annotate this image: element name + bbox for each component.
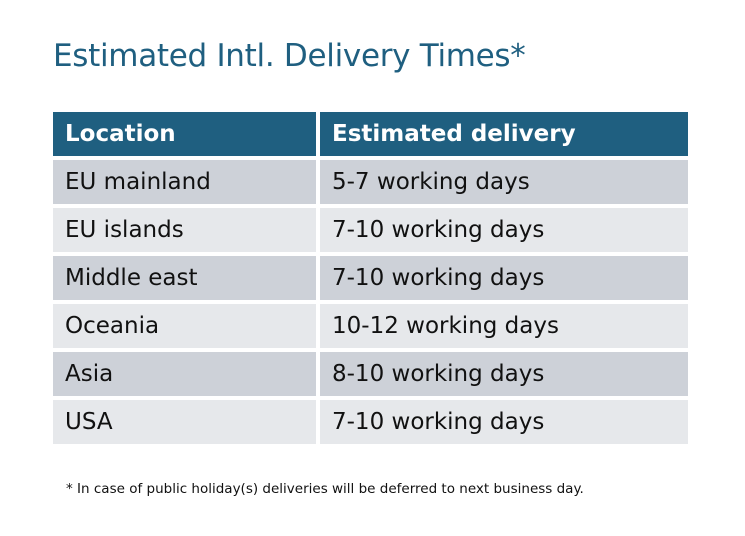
delivery-cell: 10-12 working days [320,304,688,348]
table-header-row: Location Estimated delivery [53,112,688,156]
column-header-location: Location [53,112,316,156]
delivery-cell: 5-7 working days [320,160,688,204]
location-cell: Asia [53,352,316,396]
location-cell: Oceania [53,304,316,348]
footnote: * In case of public holiday(s) deliverie… [66,481,584,497]
delivery-cell: 7-10 working days [320,208,688,252]
table-row: Asia 8-10 working days [53,352,688,396]
column-header-estimated-delivery: Estimated delivery [320,112,688,156]
delivery-cell: 7-10 working days [320,256,688,300]
table-row: USA 7-10 working days [53,400,688,444]
location-cell: USA [53,400,316,444]
delivery-times-table: Location Estimated delivery EU mainland 5… [49,108,692,448]
location-cell: EU islands [53,208,316,252]
delivery-cell: 7-10 working days [320,400,688,444]
table-row: Middle east 7-10 working days [53,256,688,300]
table-row: Oceania 10-12 working days [53,304,688,348]
location-cell: Middle east [53,256,316,300]
location-cell: EU mainland [53,160,316,204]
table-row: EU islands 7-10 working days [53,208,688,252]
table-row: EU mainland 5-7 working days [53,160,688,204]
page-title: Estimated Intl. Delivery Times* [53,38,526,74]
delivery-cell: 8-10 working days [320,352,688,396]
